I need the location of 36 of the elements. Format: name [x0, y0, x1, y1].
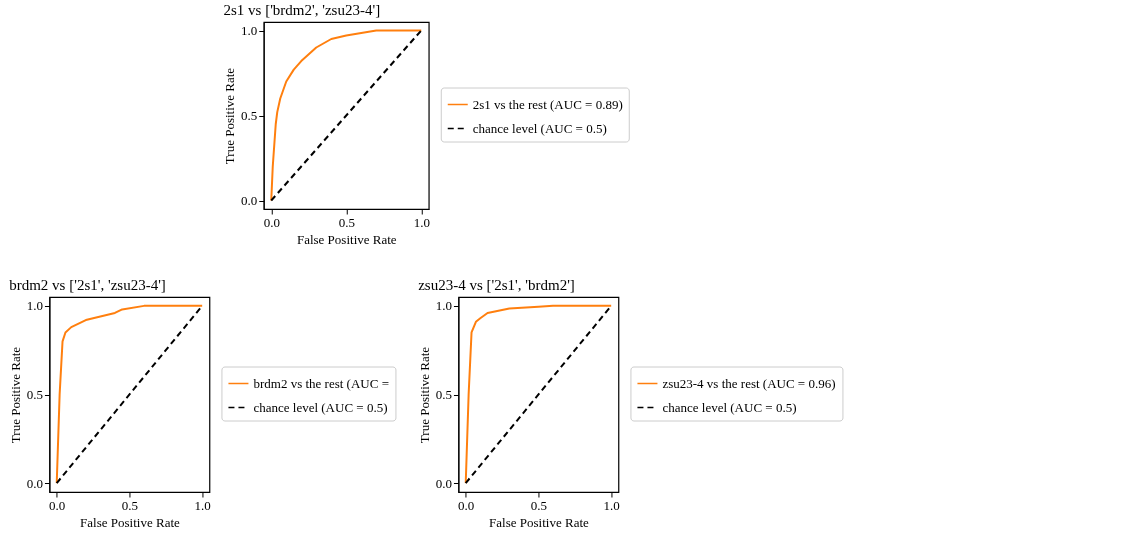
legend-label: 2s1 vs the rest (AUC = 0.89): [472, 96, 623, 112]
x-tick-label: 0.5: [530, 497, 548, 513]
chart-title: 2s1 vs ['brdm2', 'zsu23-4']: [223, 2, 381, 18]
y-tick-label: 0.0: [241, 193, 258, 208]
y-tick-label: 0.0: [26, 475, 43, 491]
line-series: [55, 304, 204, 485]
y-tick-label: 1.0: [241, 23, 258, 38]
x-tick-label: 0.5: [121, 497, 139, 513]
legend-label: chance level (AUC = 0.5): [472, 120, 607, 136]
legend-label: chance level (AUC = 0.5): [253, 399, 388, 415]
x-axis-title: False Positive Rate: [80, 514, 180, 530]
x-tick-label: 1.0: [603, 497, 620, 513]
x-tick-label: 1.0: [413, 214, 430, 230]
x-tick-label: 1.0: [194, 497, 211, 513]
y-axis-title: True Positive Rate: [222, 67, 237, 165]
chart-title: brdm2 vs ['2s1', 'zsu23-4']: [9, 277, 166, 293]
y-tick-label: 0.5: [26, 387, 43, 402]
line-series: [270, 29, 423, 202]
legend-label: brdm2 vs the rest (AUC =: [253, 375, 389, 391]
y-axis-title: True Positive Rate: [416, 346, 432, 444]
y-tick-label: 0.5: [241, 108, 258, 123]
legend-label: zsu23-4 vs the rest (AUC = 0.96): [662, 375, 836, 391]
y-axis-title: True Positive Rate: [7, 346, 23, 444]
legend-label: chance level (AUC = 0.5): [662, 399, 797, 415]
y-tick-label: 0.5: [435, 387, 452, 402]
y-tick-label: 1.0: [26, 298, 43, 314]
line-series: [464, 304, 613, 485]
y-tick-label: 0.0: [435, 475, 452, 491]
x-tick-label: 0.0: [263, 214, 280, 230]
x-tick-label: 0.0: [49, 497, 66, 513]
x-axis-title: False Positive Rate: [296, 231, 397, 247]
x-tick-label: 0.5: [338, 214, 355, 230]
x-axis-title: False Positive Rate: [489, 514, 589, 530]
chart-title: zsu23-4 vs ['2s1', 'brdm2']: [418, 277, 575, 293]
x-tick-label: 0.0: [458, 497, 475, 513]
y-tick-label: 1.0: [435, 298, 452, 314]
